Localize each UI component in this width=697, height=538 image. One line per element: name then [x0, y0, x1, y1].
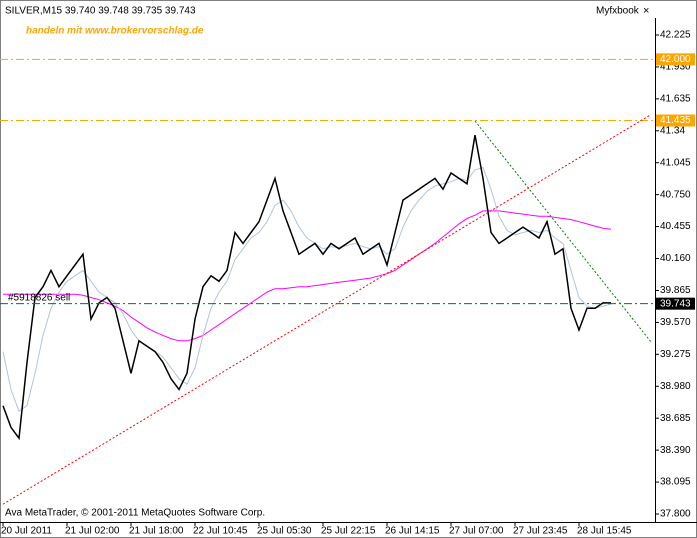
- x-tick-label: 22 Jul 10:45: [193, 526, 248, 537]
- x-tick-label: 20 Jul 2011: [1, 526, 52, 537]
- y-tick-label: 41.930: [660, 62, 691, 73]
- x-tick-label: 26 Jul 14:15: [385, 526, 440, 537]
- y-tick-label: 38.685: [660, 413, 691, 424]
- y-tick-label: 39.275: [660, 349, 691, 360]
- y-tick-label: 38.390: [660, 445, 691, 456]
- y-tick-label: 41.045: [660, 157, 691, 168]
- y-tick-label: 39.570: [660, 317, 691, 328]
- indicator-name: Myfxbook: [596, 6, 640, 17]
- level-label-box: [656, 53, 695, 66]
- y-tick-label: 37.800: [660, 509, 691, 520]
- watermark: handeln mit www.brokervorschlag.de: [26, 26, 204, 37]
- x-tick-label: 21 Jul 02:00: [65, 526, 120, 537]
- order-label: #5918826 sell: [8, 292, 70, 303]
- x-tick-label: 25 Jul 22:15: [321, 526, 376, 537]
- level-label: 42.000: [660, 54, 691, 65]
- x-tick-label: 27 Jul 23:45: [513, 526, 568, 537]
- y-tick-label: 40.750: [660, 189, 691, 200]
- series-line: [3, 210, 612, 342]
- close-button[interactable]: ×: [643, 5, 649, 17]
- level-label-box: [656, 114, 695, 127]
- x-tick-label: 27 Jul 07:00: [449, 526, 504, 537]
- level-label: 41.435: [660, 115, 691, 126]
- x-tick-label: 28 Jul 15:45: [577, 526, 632, 537]
- trendline: [474, 120, 652, 343]
- y-tick-label: 40.160: [660, 253, 691, 264]
- y-tick-label: 40.455: [660, 221, 691, 232]
- level-label-box: [656, 297, 695, 310]
- y-tick-label: 39.865: [660, 285, 691, 296]
- series-line: [2, 134, 611, 441]
- chart-title: SILVER,M15 39.740 39.748 39.735 39.743: [5, 6, 196, 17]
- y-tick-label: 38.095: [660, 477, 691, 488]
- y-tick-label: 42.225: [660, 30, 691, 41]
- y-tick-label: 38.980: [660, 381, 691, 392]
- level-label: 39.743: [660, 298, 691, 309]
- series-line: [2, 166, 612, 412]
- footer: Ava MetaTrader, © 2001-2011 MetaQuotes S…: [5, 508, 265, 519]
- x-tick-label: 25 Jul 05:30: [257, 526, 312, 537]
- y-tick-label: 41.635: [660, 94, 691, 105]
- y-tick-label: 41.34: [660, 125, 685, 136]
- x-tick-label: 21 Jul 18:00: [129, 526, 184, 537]
